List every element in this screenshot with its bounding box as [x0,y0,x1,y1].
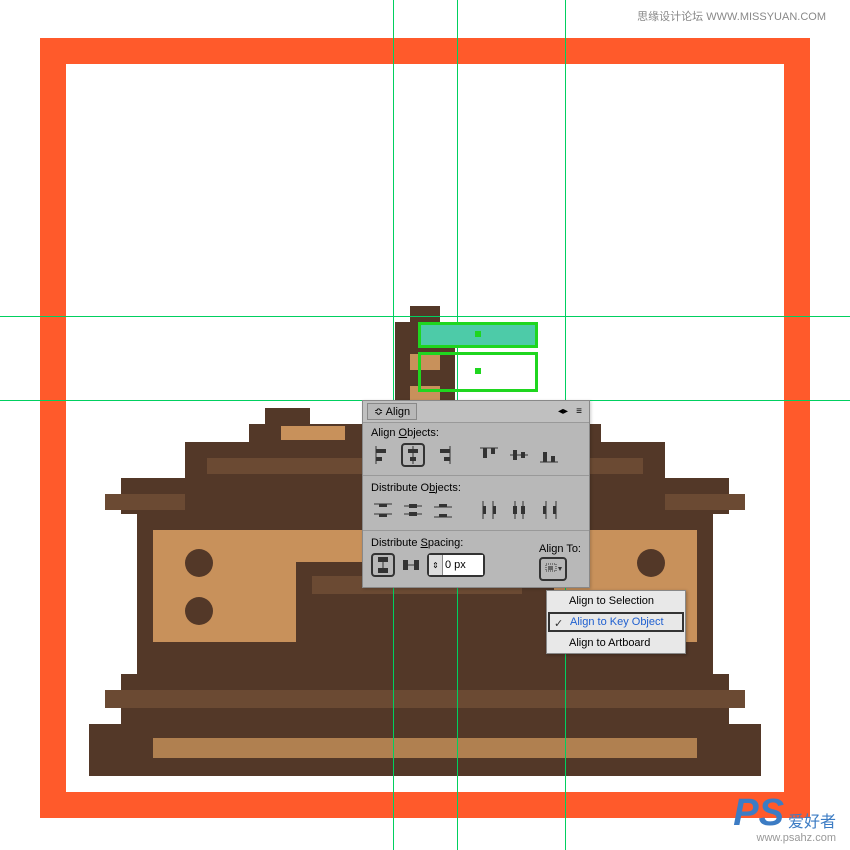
label-align-to: Align To: [539,543,581,555]
hdist-spacing-button[interactable] [399,553,423,577]
halign-center-button[interactable] [401,443,425,467]
valign-bottom-button[interactable] [537,443,561,467]
selection-anchor-2[interactable] [475,368,481,374]
hdist-right-button[interactable] [537,498,561,522]
guide-horizontal-1[interactable] [0,316,850,317]
vdist-top-button[interactable] [371,498,395,522]
section-align-objects: Align Objects: [363,423,589,473]
vdist-bottom-button[interactable] [431,498,455,522]
ps-logo-text: PS [733,794,784,832]
panel-tab-align[interactable]: ≎ Align [367,403,417,420]
dropdown-item-key-object[interactable]: ✓ Align to Key Object [548,612,684,632]
watermark-ps: PS 爱好者 www.psahz.com [733,794,836,844]
halign-left-button[interactable] [371,443,395,467]
hdist-left-button[interactable] [477,498,501,522]
valign-top-button[interactable] [477,443,501,467]
align-to-dropdown-button[interactable] [539,557,567,581]
dropdown-item-selection[interactable]: Align to Selection [547,591,685,611]
panel-collapse-icon[interactable]: ◂▸ [557,406,569,418]
label-distribute-objects: Distribute Objects: [371,482,581,494]
valign-center-button[interactable] [507,443,531,467]
section-distribute-objects: Distribute Objects: [363,478,589,528]
watermark-top: 思缘设计论坛 WWW.MISSYUAN.COM [637,8,826,24]
panel-header[interactable]: ≎ Align ◂▸ ≡ [363,401,589,423]
dropdown-item-artboard[interactable]: Align to Artboard [547,633,685,653]
selection-anchor-1[interactable] [475,331,481,337]
halign-right-button[interactable] [431,443,455,467]
vdist-center-button[interactable] [401,498,425,522]
align-panel[interactable]: ≎ Align ◂▸ ≡ Align Objects: Distribute O… [362,400,590,588]
section-distribute-spacing: Distribute Spacing: ⇕ Align To: [363,533,589,587]
spacing-input[interactable]: ⇕ [427,553,485,577]
spacing-value-field[interactable] [443,555,483,575]
vdist-spacing-button[interactable] [371,553,395,577]
hdist-center-button[interactable] [507,498,531,522]
check-icon: ✓ [554,617,563,630]
panel-menu-icon[interactable]: ≡ [573,406,585,418]
align-to-dropdown[interactable]: Align to Selection ✓ Align to Key Object… [546,590,686,654]
label-align-objects: Align Objects: [371,427,581,439]
ps-logo-cn: 爱好者 [788,808,836,832]
stepper-icon[interactable]: ⇕ [429,555,443,575]
